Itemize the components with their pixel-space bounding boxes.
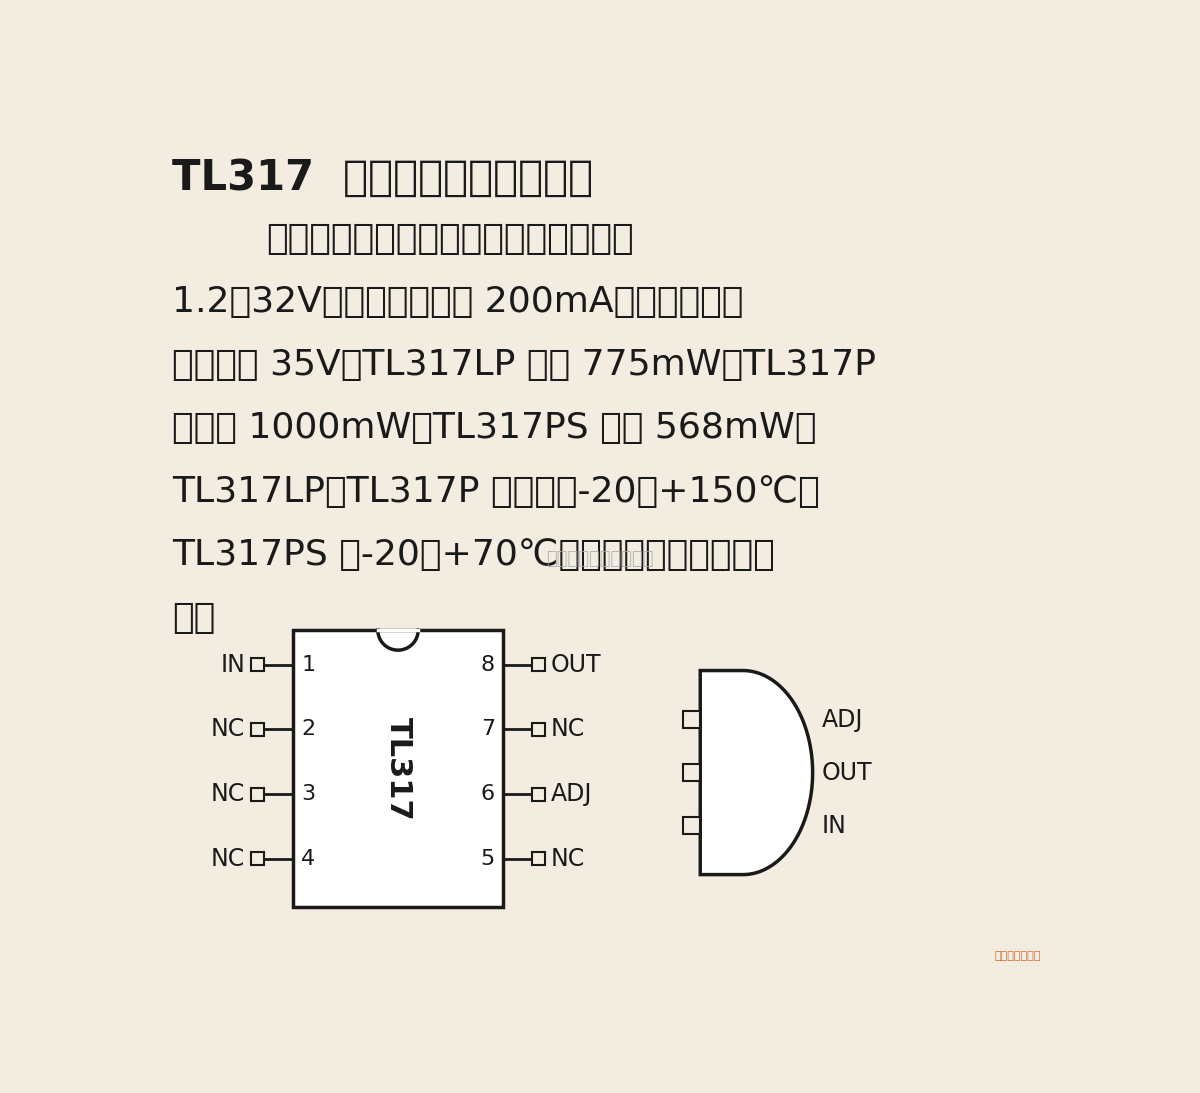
Text: 输出电压可调的稳压器；输出电压范围: 输出电压可调的稳压器；输出电压范围 — [266, 222, 634, 256]
Text: TL317PS 为-20～+70℃；内含输出短路保护电: TL317PS 为-20～+70℃；内含输出短路保护电 — [172, 538, 774, 572]
Text: ADJ: ADJ — [551, 783, 592, 807]
Text: 维库电子市场网: 维库电子市场网 — [995, 951, 1042, 961]
Text: 杭州将睿科技有限公司: 杭州将睿科技有限公司 — [546, 550, 653, 567]
Text: 1.2～32V；最大输出电流 200mA；最大输入输: 1.2～32V；最大输出电流 200mA；最大输入输 — [172, 285, 743, 319]
Text: NC: NC — [551, 717, 584, 741]
Polygon shape — [701, 670, 812, 874]
Text: NC: NC — [211, 717, 245, 741]
Text: 4: 4 — [301, 849, 316, 869]
Text: NC: NC — [211, 847, 245, 871]
Text: TL317: TL317 — [384, 717, 413, 821]
Text: 8: 8 — [481, 655, 494, 674]
Text: 6: 6 — [481, 784, 494, 804]
Text: TL317  可调稳压器（正输出）: TL317 可调稳压器（正输出） — [172, 156, 593, 199]
Text: IN: IN — [822, 813, 847, 837]
Bar — [532, 788, 545, 801]
Bar — [683, 712, 701, 728]
Bar — [251, 658, 264, 671]
Text: ADJ: ADJ — [822, 707, 864, 731]
Bar — [532, 658, 545, 671]
Bar — [251, 853, 264, 866]
Text: TL317LP，TL317P 工作温度-20～+150℃；: TL317LP，TL317P 工作温度-20～+150℃； — [172, 474, 820, 508]
Text: OUT: OUT — [551, 653, 601, 677]
Bar — [532, 722, 545, 736]
Text: 功耗为 1000mW，TL317PS 功耗 568mW；: 功耗为 1000mW，TL317PS 功耗 568mW； — [172, 411, 816, 446]
Bar — [251, 788, 264, 801]
Text: 3: 3 — [301, 784, 316, 804]
Text: 出电压差 35V；TL317LP 功耗 775mW，TL317P: 出电压差 35V；TL317LP 功耗 775mW，TL317P — [172, 349, 876, 383]
Bar — [683, 764, 701, 781]
Text: 1: 1 — [301, 655, 316, 674]
Text: NC: NC — [551, 847, 584, 871]
Text: 7: 7 — [481, 719, 494, 740]
Bar — [293, 631, 503, 907]
Text: NC: NC — [211, 783, 245, 807]
Text: 2: 2 — [301, 719, 316, 740]
Bar — [532, 853, 545, 866]
Text: 路。: 路。 — [172, 601, 215, 635]
Text: IN: IN — [221, 653, 245, 677]
Bar — [251, 722, 264, 736]
Bar — [683, 818, 701, 834]
Text: OUT: OUT — [822, 761, 872, 785]
Text: 5: 5 — [481, 849, 494, 869]
